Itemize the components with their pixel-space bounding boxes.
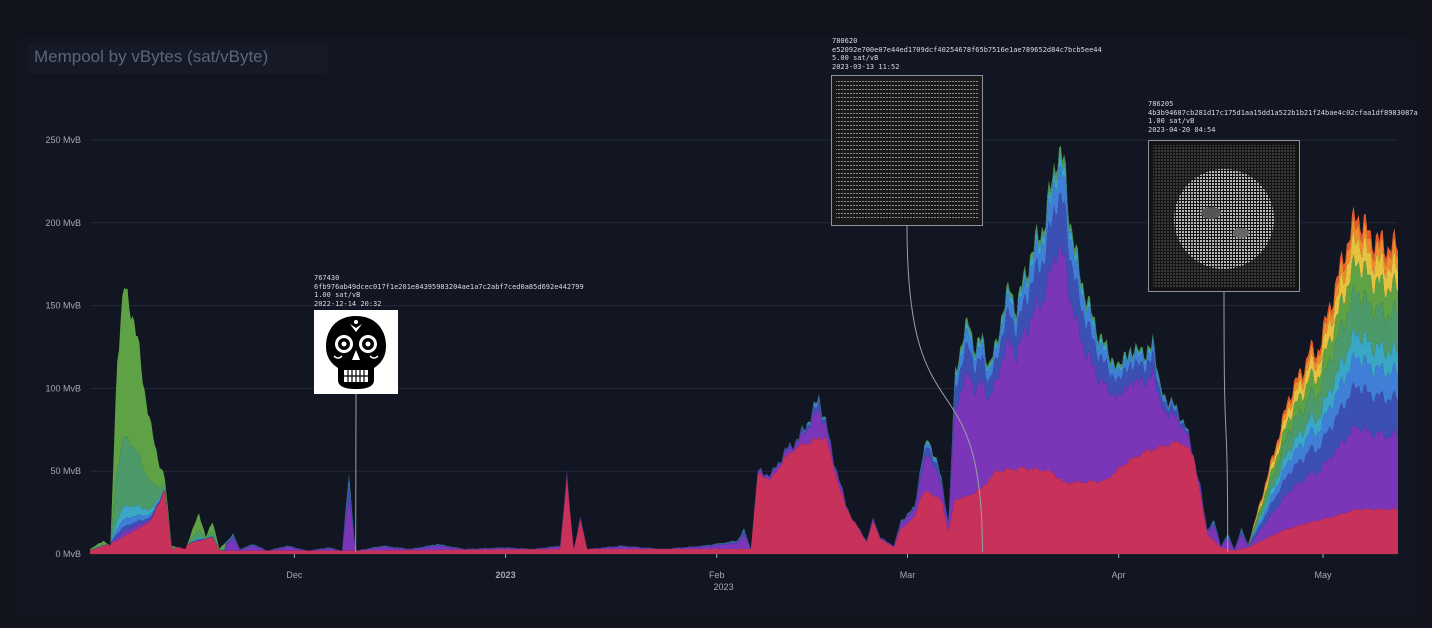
series-area-1 (90, 245, 1398, 551)
x-axis-year-label: 2023 (714, 582, 734, 592)
annotation-txid: 4b3b94687cb281d17c175d1aa15dd1a522b1b21f… (1148, 108, 1418, 117)
x-tick-label: May (1315, 570, 1333, 580)
annotation-block: 786205 (1148, 100, 1174, 108)
annotation-text-2: 786205 4b3b94687cb281d17c175d1aa15dd1a52… (1148, 100, 1418, 134)
annotation-time: 2023-04-20 04:54 (1148, 125, 1216, 134)
y-tick-label: 0 MvB (55, 549, 81, 559)
y-tick-label: 250 MvB (45, 135, 81, 145)
annotation-text-1: 780620 e52092e700e07e44ed1709dcf40254678… (832, 37, 1102, 71)
series-area-0 (90, 436, 1398, 554)
x-axis: Dec 2023 Feb Mar Apr May 2023 (286, 554, 1332, 592)
y-tick-label: 50 MvB (50, 466, 81, 476)
annotation-time: 2023-03-13 11:52 (832, 62, 900, 71)
annotation-block: 767430 (314, 274, 340, 282)
annotation-text-0: 767430 6fb976ab49dcec017f1e201e843959832… (314, 274, 584, 308)
annotation-fee: 1.00 sat/vB (1148, 117, 1195, 125)
x-tick-label: Apr (1112, 570, 1126, 580)
x-tick-label: Dec (286, 570, 303, 580)
stacked-areas (90, 145, 1398, 554)
annotation-txid: e52092e700e07e44ed1709dcf40254678f65b751… (832, 45, 1102, 54)
annotation-fee: 5.00 sat/vB (832, 54, 879, 62)
annotation-fee: 1.00 sat/vB (314, 291, 361, 299)
moon-icon[interactable] (1148, 140, 1300, 292)
y-tick-label: 100 MvB (45, 383, 81, 393)
text-art-icon[interactable] (831, 75, 983, 226)
chart-title: Mempool by vBytes (sat/vByte) (34, 47, 269, 66)
y-tick-label: 200 MvB (45, 218, 81, 228)
y-axis: 0 MvB 50 MvB 100 MvB 150 MvB 200 MvB 250 MvB (45, 135, 81, 559)
annotation-connector (906, 225, 983, 553)
x-tick-label: Feb (709, 570, 725, 580)
annotation-time: 2022-12-14 20:32 (314, 299, 382, 308)
annotation-block: 780620 (832, 37, 858, 45)
skull-icon[interactable] (314, 310, 398, 394)
y-tick-label: 150 MvB (45, 301, 81, 311)
series-area-2 (90, 192, 1398, 551)
x-tick-label: 2023 (496, 570, 516, 580)
annotation-connector (1223, 291, 1229, 553)
annotation-txid: 6fb976ab49dcec017f1e201e84395983204ae1a7… (314, 282, 584, 291)
x-tick-label: Mar (900, 570, 916, 580)
title-pill (28, 44, 328, 74)
series-area-3 (90, 165, 1398, 551)
annotation-connectors (355, 225, 1229, 553)
